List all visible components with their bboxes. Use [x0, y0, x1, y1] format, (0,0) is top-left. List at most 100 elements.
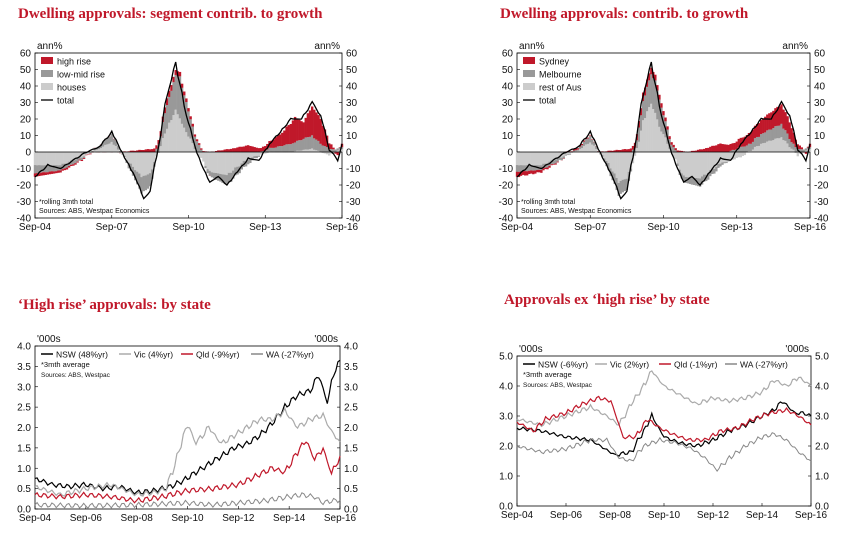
stacked-bar-high-rise — [330, 144, 333, 149]
stacked-bar-low-mid-rise — [313, 138, 316, 150]
stacked-bar-houses — [65, 152, 69, 164]
stacked-bar-high-rise — [33, 173, 37, 177]
stacked-bar-rest-of-aus — [725, 152, 728, 163]
stacked-bar-sydney — [646, 79, 649, 87]
stacked-bar-melbourne — [674, 150, 677, 152]
stacked-bar-melbourne — [804, 148, 808, 151]
stacked-bar-rest-of-aus — [556, 152, 559, 159]
stacked-bar-rest-of-aus — [753, 146, 757, 152]
stacked-bar-houses — [296, 150, 299, 152]
stacked-bar-houses — [238, 152, 241, 167]
stacked-bar-houses — [116, 149, 120, 152]
y-tick-label-left: -20 — [499, 181, 514, 192]
stacked-bar-rest-of-aus — [711, 152, 714, 170]
stacked-bar-houses — [223, 152, 226, 175]
stacked-bar-high-rise — [155, 145, 158, 149]
stacked-bar-sydney — [572, 149, 576, 151]
stacked-bar-high-rise — [48, 171, 52, 175]
y-tick-label-left: -10 — [499, 164, 514, 175]
stacked-bar-rest-of-aus — [694, 152, 698, 178]
stacked-bar-sydney — [666, 126, 669, 130]
stacked-bar-low-mid-rise — [151, 169, 154, 179]
stacked-bar-sydney — [753, 125, 757, 139]
stacked-bar-sydney — [717, 144, 720, 152]
stacked-bar-melbourne — [540, 165, 543, 171]
stacked-bar-melbourne — [747, 143, 751, 152]
stacked-bar-rest-of-aus — [735, 152, 738, 158]
stacked-bar-houses — [255, 152, 258, 156]
stacked-bar-houses — [306, 149, 310, 152]
stacked-bar-houses — [89, 152, 92, 154]
y-tick-label-left: 0.0 — [17, 505, 31, 516]
stacked-bar-sydney — [637, 121, 641, 128]
stacked-bar-high-rise — [180, 83, 184, 88]
stacked-bar-low-mid-rise — [321, 145, 325, 152]
stacked-bar-houses — [340, 148, 344, 152]
x-tick-label: Sep-13 — [249, 222, 282, 233]
legend-label: low-mid rise — [57, 70, 105, 80]
stacked-bar-melbourne — [521, 165, 525, 172]
stacked-bar-low-mid-rise — [33, 165, 37, 174]
stacked-bar-rest-of-aus — [700, 152, 704, 177]
stacked-bar-rest-of-aus — [766, 141, 769, 152]
stacked-bar-rest-of-aus — [723, 152, 726, 163]
stacked-bar-high-rise — [272, 139, 275, 148]
stacked-bar-houses — [63, 152, 67, 164]
stacked-bar-rest-of-aus — [562, 152, 565, 157]
stacked-bar-sydney — [623, 149, 627, 152]
stacked-bar-sydney — [747, 133, 751, 144]
stacked-bar-rest-of-aus — [755, 146, 759, 152]
stacked-bar-high-rise — [172, 76, 175, 83]
series-line — [516, 432, 812, 472]
stacked-bar-sydney — [680, 150, 683, 152]
stacked-bar-rest-of-aus — [523, 152, 527, 166]
stacked-bar-rest-of-aus — [729, 152, 732, 160]
stacked-bar-rest-of-aus — [519, 152, 523, 166]
stacked-bar-high-rise — [270, 140, 273, 148]
stacked-bar-melbourne — [698, 178, 702, 187]
stacked-bar-houses — [336, 150, 339, 152]
stacked-bar-rest-of-aus — [733, 152, 736, 160]
legend-swatch — [523, 57, 535, 64]
stacked-bar-low-mid-rise — [40, 165, 43, 173]
stacked-bar-sydney — [615, 149, 618, 152]
stacked-bar-melbourne — [719, 163, 722, 167]
stacked-bar-high-rise — [234, 148, 237, 152]
stacked-bar-rest-of-aus — [607, 152, 610, 164]
stacked-bar-low-mid-rise — [287, 144, 290, 152]
stacked-bar-high-rise — [281, 132, 284, 147]
stacked-bar-high-rise — [215, 151, 218, 152]
stacked-bar-sydney — [786, 116, 789, 134]
x-tick-label: Sep-14 — [746, 510, 779, 521]
stacked-bar-rest-of-aus — [772, 140, 775, 152]
stacked-bar-low-mid-rise — [215, 172, 218, 180]
stacked-bar-rest-of-aus — [554, 152, 557, 160]
stacked-bar-sydney — [621, 149, 624, 152]
y-tick-label-right: 0.5 — [344, 484, 358, 495]
y-tick-label-left: -40 — [499, 214, 514, 225]
stacked-bar-sydney — [521, 171, 525, 175]
stacked-bar-sydney — [800, 147, 804, 150]
stacked-bar-low-mid-rise — [193, 136, 197, 150]
stacked-bar-houses — [302, 149, 305, 152]
stacked-bar-sydney — [648, 73, 651, 81]
x-tick-label: Sep-06 — [70, 513, 103, 524]
stacked-bar-sydney — [806, 146, 810, 148]
y-tick-label-right: 3.5 — [344, 362, 358, 373]
stacked-bar-melbourne — [660, 107, 663, 132]
stacked-bar-low-mid-rise — [340, 147, 344, 149]
stacked-bar-houses — [315, 150, 318, 152]
stacked-bar-high-rise — [293, 116, 297, 143]
stacked-bar-rest-of-aus — [613, 152, 616, 174]
stacked-bar-rest-of-aus — [515, 152, 519, 166]
stacked-bar-low-mid-rise — [330, 148, 333, 152]
stacked-bar-melbourne — [794, 147, 797, 152]
stacked-bar-melbourne — [729, 150, 732, 152]
stacked-bar-rest-of-aus — [536, 152, 539, 166]
stacked-bar-sydney — [658, 94, 661, 100]
y-axis-label-right: '000s — [314, 334, 338, 345]
stacked-bar-houses — [236, 152, 239, 167]
stacked-bar-houses — [234, 152, 237, 168]
stacked-bar-melbourne — [615, 177, 618, 191]
y-tick-label-left: 3.0 — [17, 382, 31, 393]
